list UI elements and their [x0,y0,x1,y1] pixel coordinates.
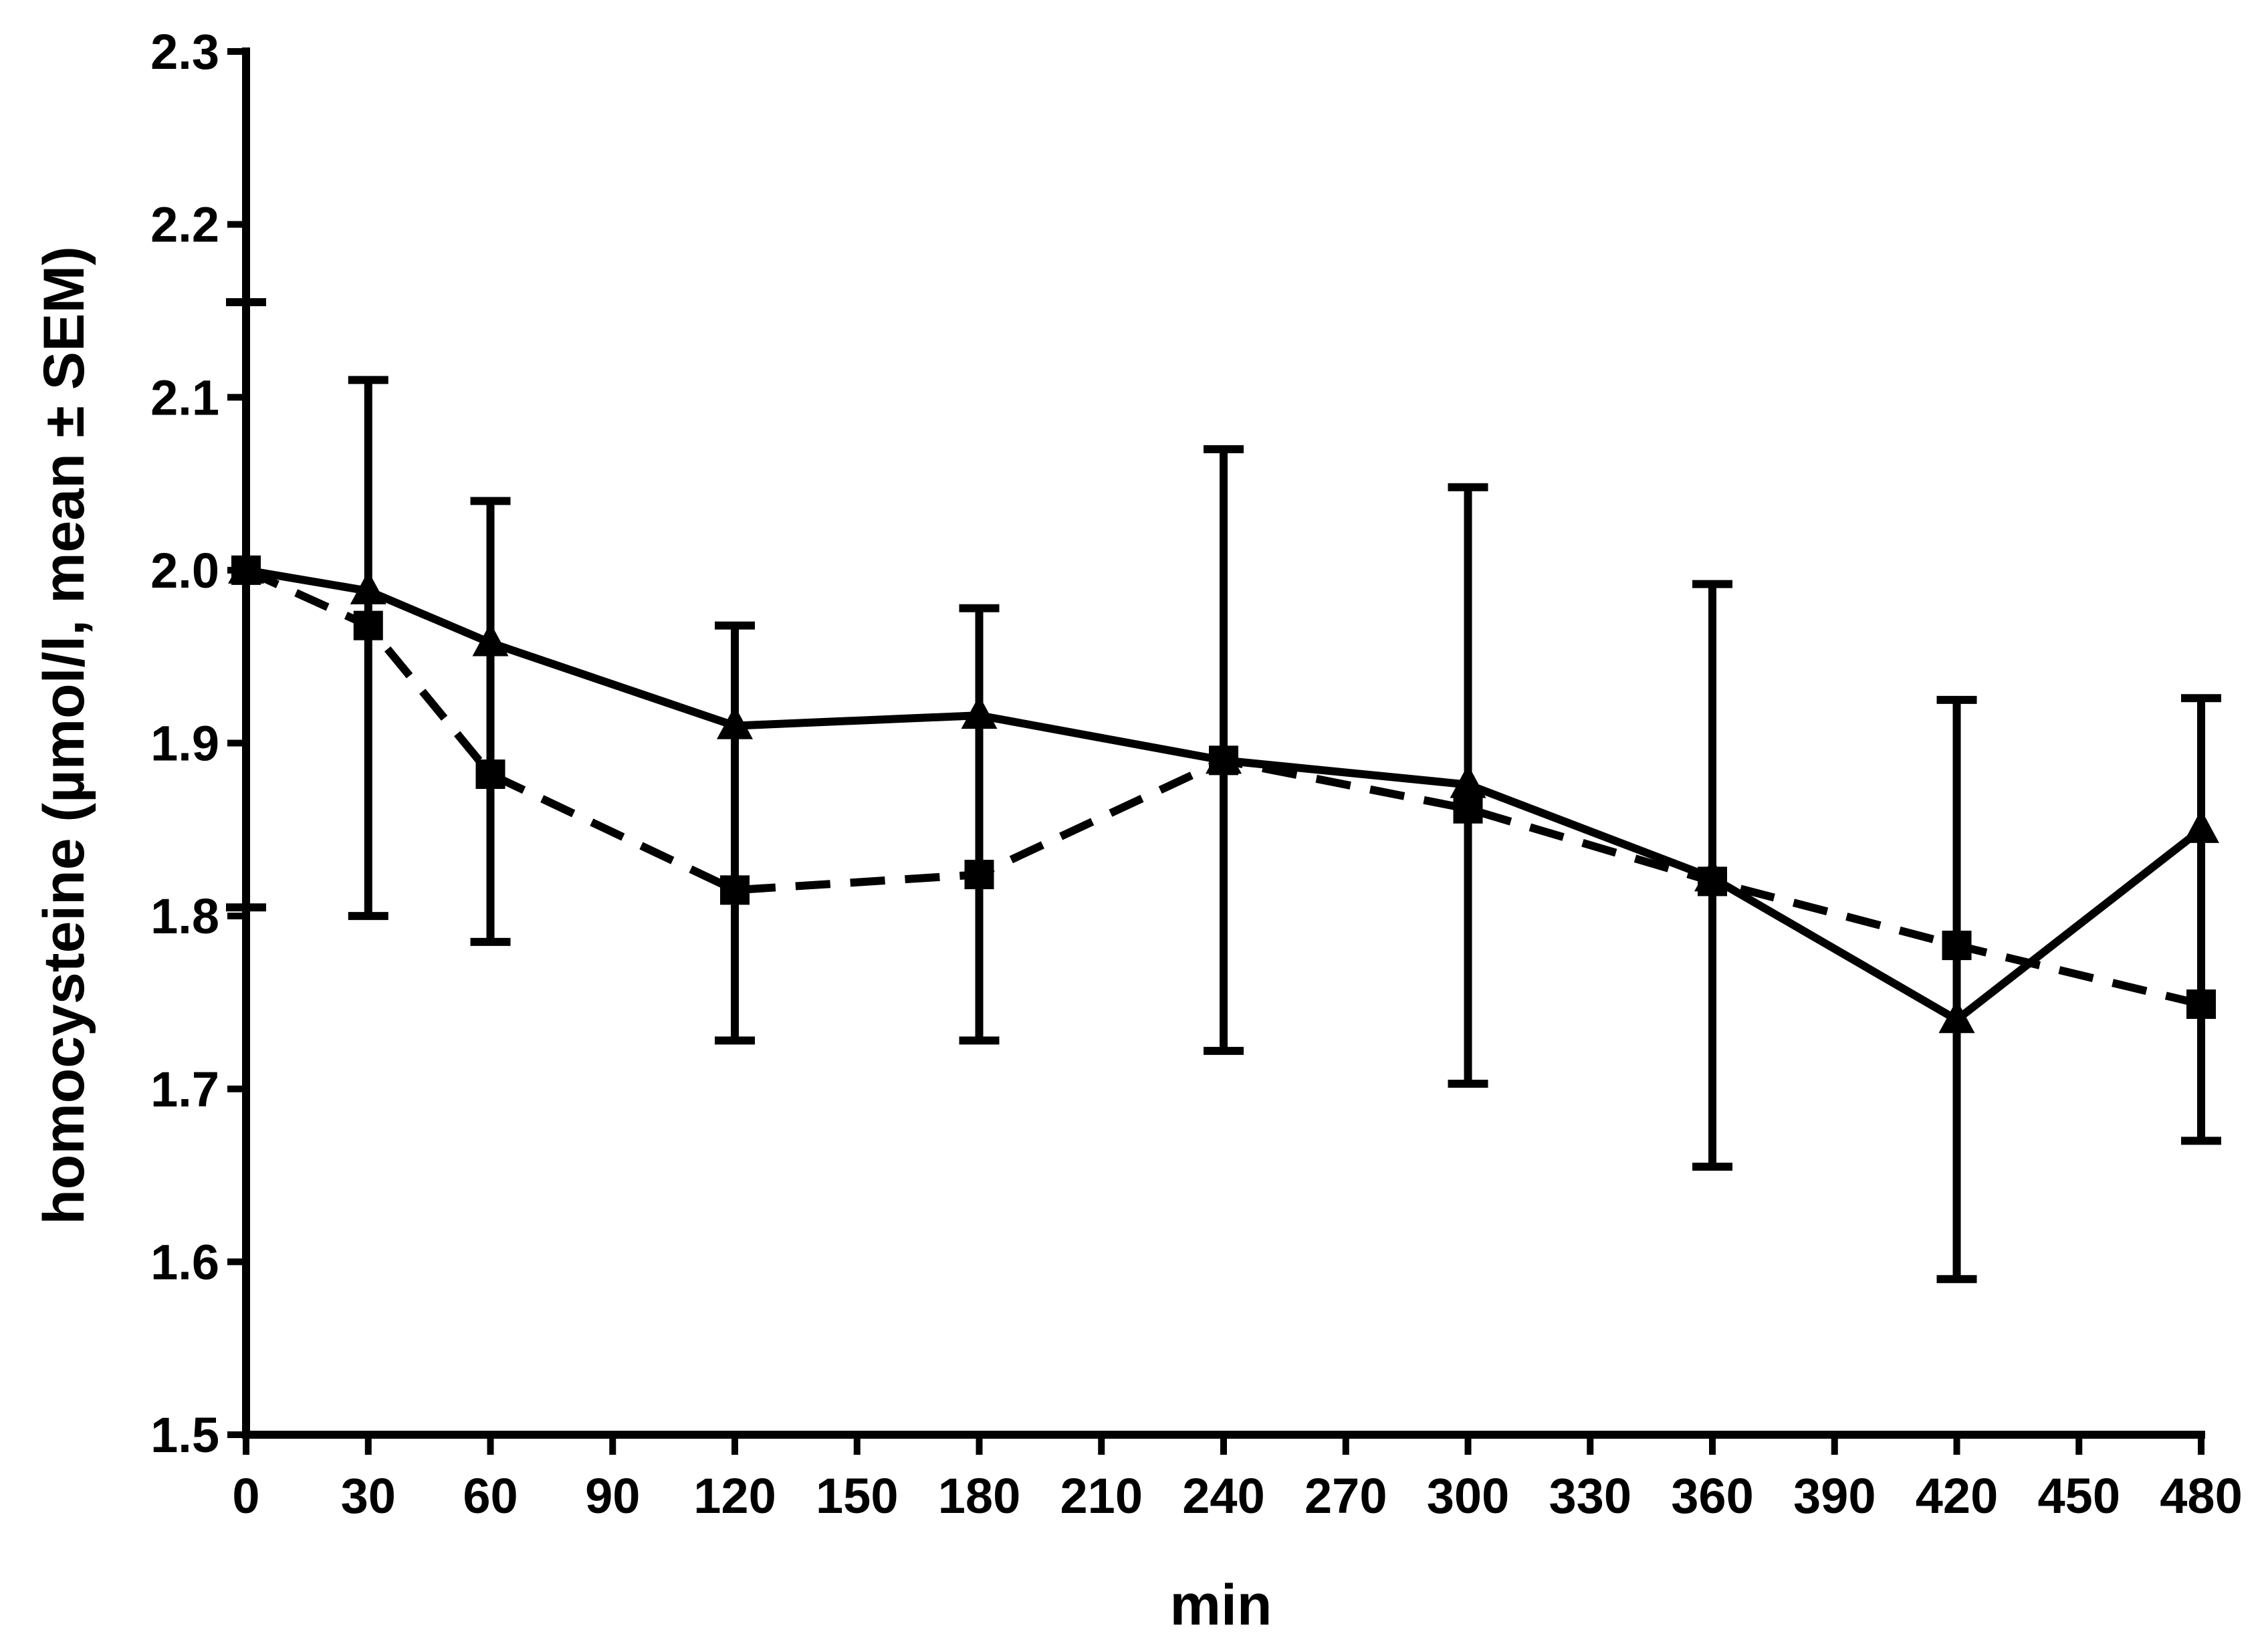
x-tick-label: 390 [1793,1468,1876,1524]
y-tick-label: 1.8 [150,889,219,944]
square-marker [353,610,383,640]
error-bars [226,298,2221,1284]
y-tick-label: 1.7 [150,1062,219,1117]
series-lines [244,566,2204,1024]
y-tick-label: 2.1 [150,370,219,425]
square-marker [1453,794,1483,824]
x-tick-label: 450 [2038,1468,2120,1524]
triangle-marker [472,622,509,657]
square-marker [1698,866,1727,897]
y-axis-title: homocysteine (µmol/l, mean ± SEM) [32,246,96,1224]
series-line-triangle [245,566,2204,1024]
x-tick-label: 270 [1305,1468,1387,1524]
square-marker [720,875,750,905]
y-tick-label: 2.0 [150,543,219,598]
square-marker [1942,931,1972,961]
tick-labels: 1.5 1.6 1.7 1.8 1.9 2.0 2.1 2.2 2.3 0 30 60 90 120 150… [150,24,2243,1524]
x-tick-label: 180 [938,1468,1020,1524]
x-tick-label: 0 [232,1468,259,1524]
triangle-marker [350,570,386,604]
y-tick-label: 2.3 [150,24,219,80]
triangle-marker [1450,764,1486,798]
x-tick-label: 30 [341,1468,396,1524]
series-line-square [244,566,2202,1008]
x-tick-label: 150 [816,1468,898,1524]
x-tick-label: 90 [585,1468,640,1524]
triangle-marker [2183,809,2219,843]
square-marker [231,555,261,585]
x-tick-label: 300 [1427,1468,1509,1524]
square-marker [1209,745,1238,776]
series-markers [228,550,2219,1034]
x-tick-label: 210 [1060,1468,1143,1524]
x-tick-label: 480 [2160,1468,2242,1524]
y-tick-label: 1.5 [150,1407,219,1463]
x-tick-label: 60 [463,1468,518,1524]
x-axis-title: min [1170,1573,1272,1637]
triangle-marker [717,705,753,739]
y-tick-label: 1.6 [150,1234,219,1290]
x-tick-label: 120 [693,1468,776,1524]
x-tick-label: 240 [1182,1468,1264,1524]
square-marker [475,759,505,790]
y-tick-label: 2.2 [150,197,219,253]
triangle-marker [961,695,998,729]
triangle-marker [1938,999,1975,1034]
square-marker [964,860,994,890]
x-tick-label: 330 [1549,1468,1631,1524]
square-marker [2186,989,2216,1020]
x-tick-label: 420 [1916,1468,1998,1524]
x-tick-label: 360 [1671,1468,1753,1524]
y-tick-label: 1.9 [150,716,219,772]
